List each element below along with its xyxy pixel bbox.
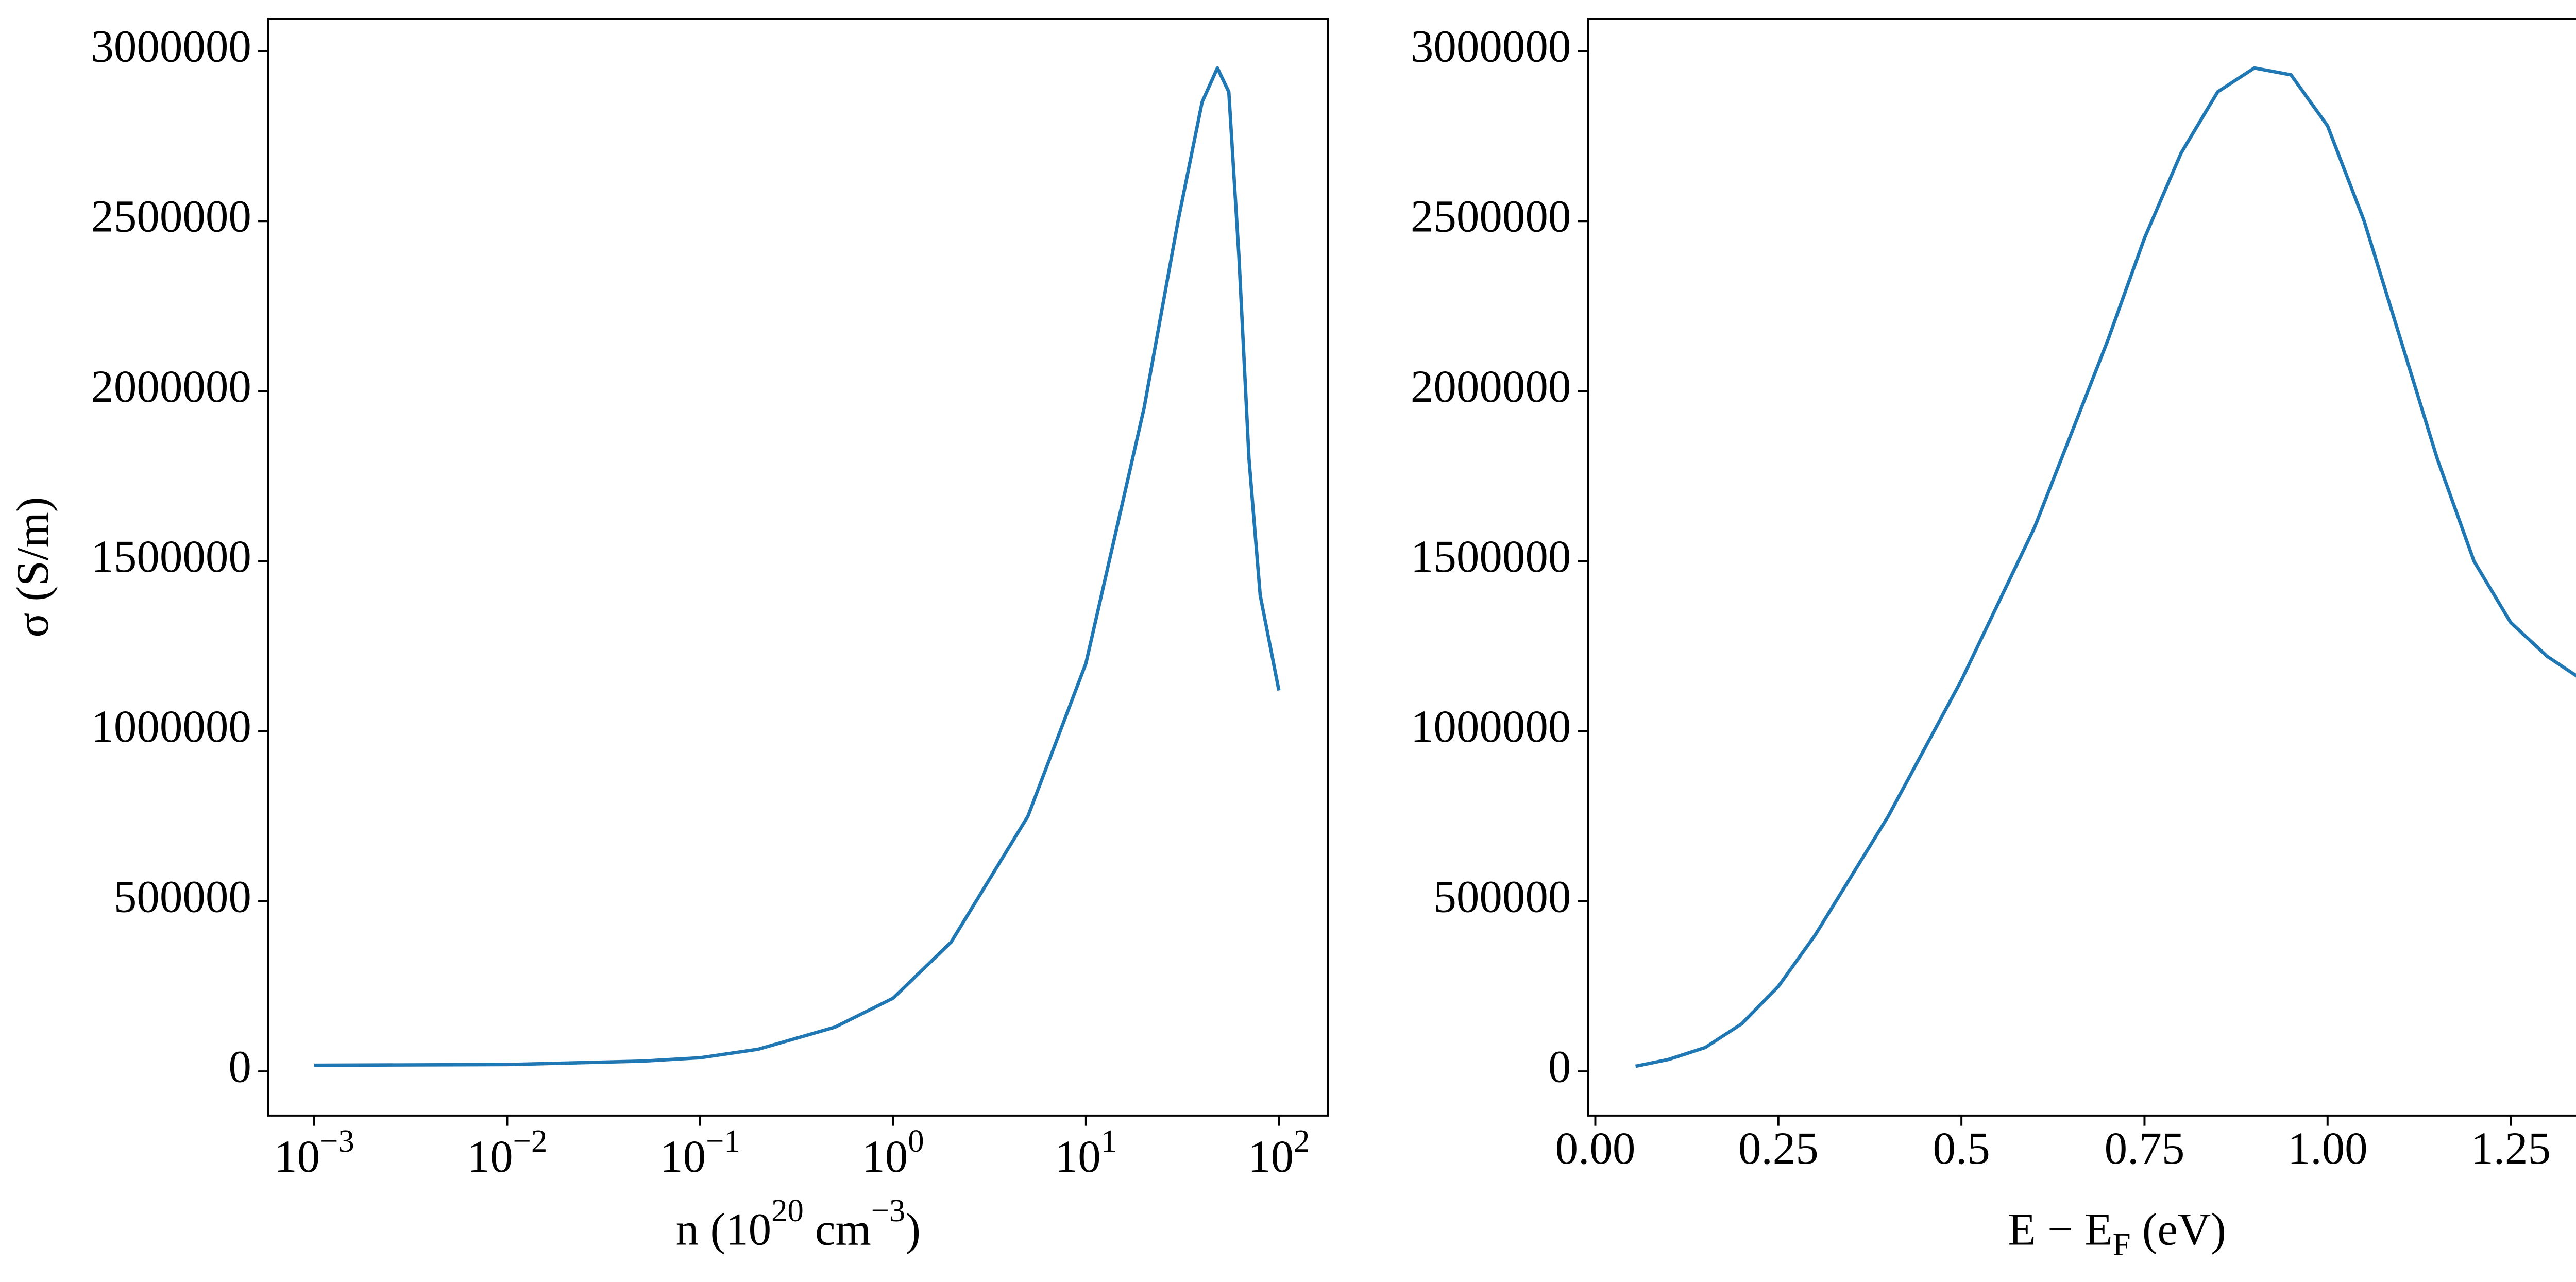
x-tick-base: 10	[1248, 1132, 1294, 1182]
y-tick-label: 3000000	[1411, 21, 1571, 72]
x-tick-label: 0.25	[1738, 1123, 1819, 1174]
x-label-text: n (10	[676, 1205, 771, 1255]
x-label-text: )	[905, 1205, 921, 1255]
x-tick-base: 10	[660, 1132, 706, 1182]
x-label-text: E − E	[2008, 1205, 2112, 1255]
y-axis-label: σ (S/m)	[8, 497, 58, 638]
y-tick-label: 1000000	[1411, 702, 1571, 752]
plot-frame	[1587, 18, 2576, 1117]
x-label-script: 20	[771, 1192, 804, 1228]
x-tick-label: 10−1	[660, 1123, 740, 1182]
x-label-text: (eV)	[2131, 1205, 2226, 1255]
x-tick-exponent: 2	[1294, 1123, 1310, 1159]
x-tick-exponent: 1	[1101, 1123, 1117, 1159]
x-tick-label: 102	[1248, 1123, 1310, 1182]
x-tick-label: 0.5	[1933, 1123, 1990, 1174]
y-tick-label: 2500000	[91, 192, 251, 242]
x-tick-exponent: 0	[908, 1123, 924, 1159]
data-line	[1635, 66, 2576, 1068]
x-tick-label: 10−2	[467, 1123, 548, 1182]
x-label-script: −3	[871, 1192, 906, 1228]
x-tick-exponent: −2	[513, 1123, 548, 1159]
x-tick-label: 1.25	[2470, 1123, 2551, 1174]
y-tick-label: 1000000	[91, 702, 251, 752]
x-tick-base: 10	[862, 1132, 908, 1182]
y-tick-label: 1500000	[1411, 532, 1571, 582]
x-tick-exponent: −3	[320, 1123, 354, 1159]
y-tick-label: 500000	[1433, 871, 1571, 922]
x-tick-label: 100	[862, 1123, 924, 1182]
y-tick-label: 0	[228, 1041, 251, 1092]
x-tick-label: 0.00	[1555, 1123, 1636, 1174]
x-label-script: F	[2113, 1226, 2131, 1262]
y-tick-label: 3000000	[91, 21, 251, 72]
x-tick-label: 10−3	[274, 1123, 354, 1182]
y-tick-label: 500000	[114, 871, 251, 922]
y-tick-label: 2000000	[91, 362, 251, 412]
x-tick-label: 1.00	[2287, 1123, 2368, 1174]
y-tick-label: 2000000	[1411, 362, 1571, 412]
x-tick-base: 10	[1055, 1132, 1101, 1182]
y-tick-label: 1500000	[91, 532, 251, 582]
x-tick-base: 10	[467, 1132, 513, 1182]
data-line	[314, 66, 1281, 1067]
x-tick-label: 101	[1055, 1123, 1117, 1182]
x-axis-label: n (1020 cm−3)	[676, 1192, 921, 1255]
x-tick-label: 0.75	[2105, 1123, 2185, 1174]
x-axis-label: E − EF (eV)	[2008, 1205, 2226, 1262]
x-tick-base: 10	[274, 1132, 320, 1182]
x-tick-exponent: −1	[706, 1123, 740, 1159]
y-tick-label: 0	[1548, 1041, 1571, 1092]
y-tick-label: 2500000	[1411, 192, 1571, 242]
plot-frame	[267, 18, 1329, 1117]
x-label-text: cm	[804, 1205, 871, 1255]
